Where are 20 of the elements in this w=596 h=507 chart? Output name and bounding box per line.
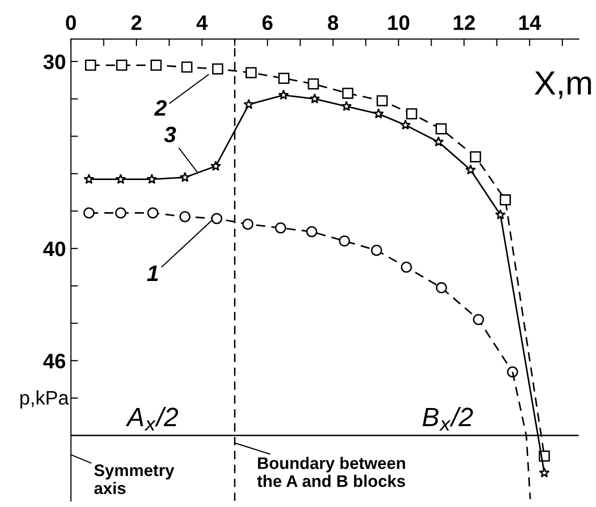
annotation: 2 [154,100,167,116]
x-tick-label: 0 [66,15,76,30]
y-tick-label: 30 [43,54,66,70]
x-tick-label: 8 [328,15,338,30]
annotation: A$_{x}$/2 [126,406,178,430]
x-tick-label: 14 [519,16,542,30]
annotation: 3 [164,126,176,142]
x-tick-label: 12 [454,15,475,30]
annotation: 1 [147,266,158,281]
x-tick-label: 4 [196,16,208,30]
x-tick-label: 2 [131,15,142,30]
y-tick-label: 46 [43,354,66,368]
y-tick-label: 40 [43,241,66,256]
annotation: Boundary between the A and B blocks [257,456,406,488]
y-axis-title: p,kPa [20,390,69,409]
x-axis-title: X,m [534,72,591,99]
annotation: Symmetry axis [94,464,174,494]
x-tick-label: 10 [388,15,410,30]
x-tick-label: 6 [262,15,273,30]
annotation: B$_{x}$/2 [422,406,473,430]
